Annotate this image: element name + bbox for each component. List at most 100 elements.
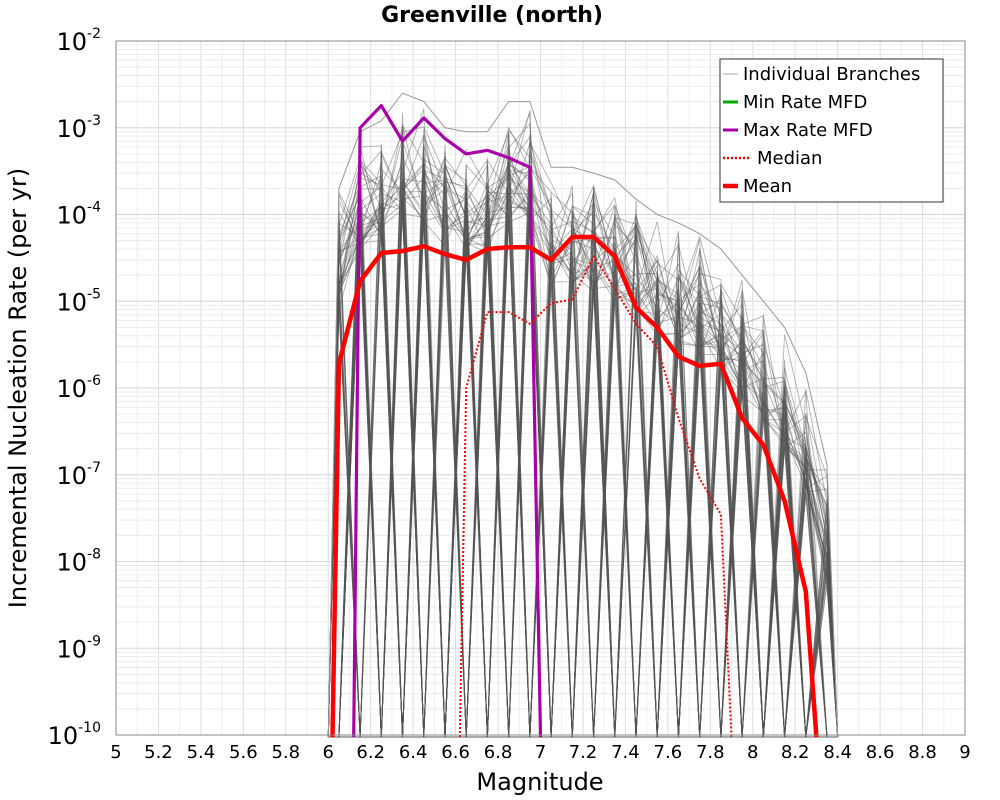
- branch-line: [327, 194, 839, 738]
- x-axis-label: Magnitude: [476, 768, 603, 796]
- branch-line: [328, 109, 839, 738]
- branch-line: [327, 124, 839, 738]
- branch-line: [327, 158, 838, 738]
- x-tick-label: 7.8: [696, 742, 725, 763]
- legend-item-label: Mean: [743, 176, 792, 197]
- branch-line: [327, 126, 838, 738]
- branch-line: [328, 159, 838, 738]
- branch-line: [327, 180, 839, 738]
- branch-line: [328, 171, 838, 738]
- x-tick-label: 8: [747, 742, 758, 763]
- branch-line: [328, 132, 839, 738]
- branch-line: [327, 126, 839, 738]
- y-tick-label: 10-3: [56, 113, 101, 143]
- y-axis-label: Incremental Nucleation Rate (per yr): [4, 168, 32, 608]
- branch-line: [328, 179, 839, 738]
- branch-line: [327, 163, 839, 738]
- branch-envelope: [327, 92, 839, 738]
- branch-line: [327, 184, 839, 738]
- branch-line: [327, 178, 839, 738]
- branch-line: [327, 215, 838, 738]
- branch-line: [327, 176, 838, 738]
- x-tick-label: 7.4: [611, 742, 640, 763]
- legend: Individual Branches Min Rate MFD Max Rate …: [719, 58, 944, 203]
- median-line: [458, 255, 733, 738]
- legend-item-label: Max Rate MFD: [743, 120, 873, 141]
- x-tick-label: 5.6: [229, 742, 258, 763]
- branch-line: [327, 178, 839, 738]
- branch-line: [328, 145, 839, 738]
- branch-line: [328, 148, 838, 738]
- branch-line: [328, 190, 839, 738]
- x-tick-label: 8.4: [823, 742, 852, 763]
- branch-line: [328, 131, 839, 738]
- branch-line: [328, 163, 839, 738]
- y-tick-label: 10-5: [56, 286, 101, 316]
- x-tick-label: 7.6: [654, 742, 683, 763]
- branch-line: [327, 156, 839, 738]
- x-tick-label: 7: [535, 742, 546, 763]
- branch-line: [327, 212, 839, 738]
- branch-line: [327, 166, 838, 738]
- branch-line: [328, 148, 839, 738]
- x-tick-label: 8.8: [908, 742, 937, 763]
- x-tick-label: 5.2: [144, 742, 173, 763]
- x-tick-label: 6.8: [484, 742, 513, 763]
- branch-line: [327, 181, 838, 738]
- x-tick-label: 6: [323, 742, 334, 763]
- branch-line: [328, 174, 838, 738]
- branch-line: [327, 166, 839, 738]
- branch-line: [327, 165, 839, 738]
- legend-item-label: Median: [757, 148, 822, 169]
- branch-line: [328, 192, 839, 738]
- branch-line: [327, 157, 839, 738]
- series-layer: [330, 104, 819, 738]
- branch-line: [328, 203, 839, 738]
- branch-line: [328, 187, 839, 738]
- branch-line: [328, 153, 839, 738]
- branch-line: [328, 182, 839, 738]
- branch-line: [327, 172, 839, 738]
- branch-line: [328, 171, 839, 738]
- branch-line: [327, 128, 839, 738]
- x-tick-label: 5.8: [271, 742, 300, 763]
- branch-line: [328, 132, 838, 738]
- y-tick-label: 10-9: [56, 633, 101, 663]
- branch-line: [327, 124, 839, 738]
- grid: [115, 41, 966, 736]
- plot-frame: [115, 40, 966, 736]
- branch-line: [327, 170, 839, 738]
- branch-line: [327, 122, 839, 738]
- x-tick-label: 7.2: [569, 742, 598, 763]
- branch-line: [327, 134, 838, 738]
- max-rate-mfd-line: [352, 104, 543, 738]
- branch-line: [327, 185, 838, 738]
- branch-line: [327, 157, 838, 738]
- branch-line: [328, 149, 839, 738]
- branch-line: [327, 159, 839, 738]
- branch-line: [328, 165, 838, 738]
- branch-line: [328, 128, 838, 738]
- branch-line: [328, 153, 838, 738]
- branch-line: [328, 197, 839, 738]
- branch-line: [328, 159, 839, 738]
- branch-line: [328, 163, 839, 738]
- branch-line: [327, 132, 838, 738]
- branch-line: [328, 186, 838, 738]
- branch-line: [327, 112, 838, 738]
- branch-line: [327, 156, 838, 738]
- y-tick-label: 10-6: [56, 373, 101, 403]
- branch-line: [328, 141, 838, 738]
- legend-item-label: Min Rate MFD: [743, 92, 867, 113]
- branch-line: [328, 190, 839, 738]
- branch-line: [327, 150, 839, 738]
- branch-line: [328, 145, 838, 738]
- branch-line: [327, 161, 838, 738]
- x-tick-label: 9: [959, 742, 970, 763]
- x-tick-label: 6.2: [356, 742, 385, 763]
- branch-line: [328, 128, 839, 738]
- legend-item-label: Individual Branches: [743, 64, 920, 85]
- x-tick-label: 6.6: [441, 742, 470, 763]
- x-tick-label: 8.2: [781, 742, 810, 763]
